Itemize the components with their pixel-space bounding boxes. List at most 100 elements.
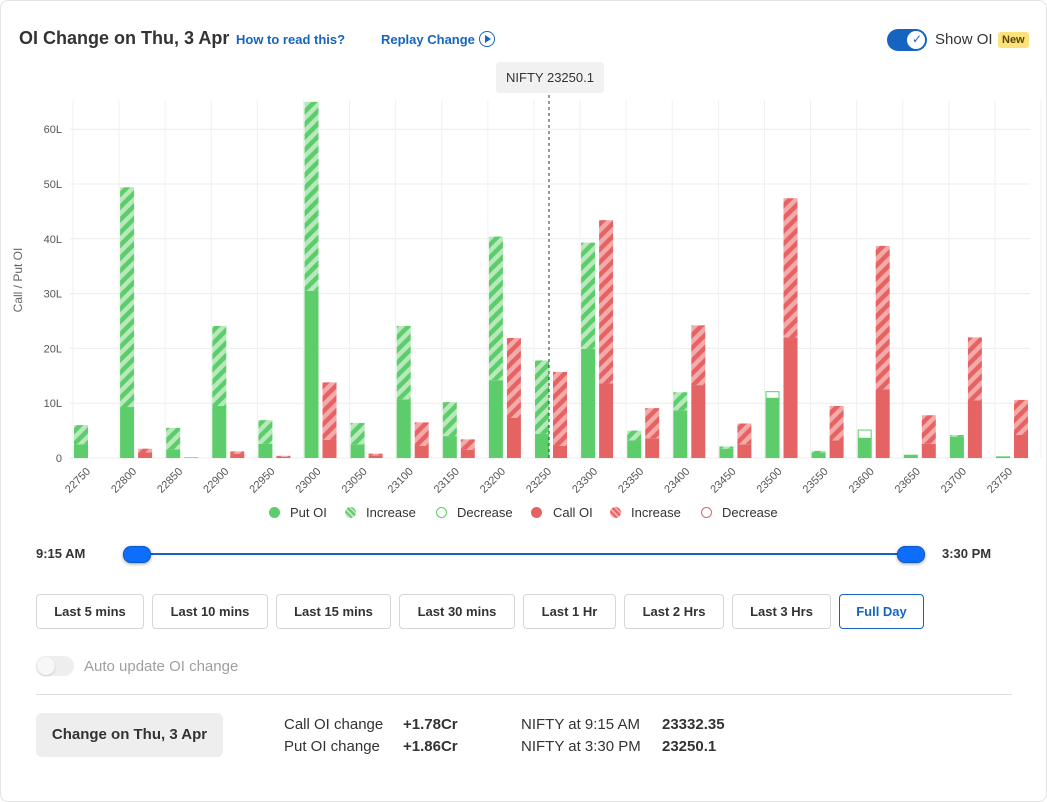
time-range-buttons: Last 5 mins Last 10 mins Last 15 mins La… (0, 594, 1047, 629)
x-tick-label: 22850 (155, 466, 185, 496)
toggle-knob (907, 31, 925, 49)
new-badge: New (998, 32, 1029, 48)
call-increase-swatch (610, 507, 621, 518)
play-circle-icon[interactable] (479, 31, 495, 47)
slider-end-time: 3:30 PM (942, 546, 992, 561)
put-oi-bar (673, 410, 688, 458)
slider-start-handle[interactable] (123, 546, 151, 563)
call-oi-bar (414, 445, 429, 458)
change-date-button[interactable]: Change on Thu, 3 Apr (36, 713, 223, 757)
x-tick-label: 23550 (801, 466, 831, 496)
toggle-knob (37, 657, 55, 675)
put-oi-bar (258, 443, 273, 458)
put-increase-bar (719, 446, 734, 449)
oi-bar-chart: 0 10L 20L 30L 40L 50L 60L Call / Put OI 22750 228… (11, 95, 1042, 496)
spot-price-label: NIFTY 23250.1 (496, 62, 604, 93)
call-increase-bar (553, 371, 567, 446)
x-tick-label: 23650 (893, 466, 923, 496)
put-increase-bar (74, 425, 88, 445)
call-oi-bar (737, 444, 752, 458)
time-range-track[interactable] (137, 553, 911, 555)
call-oi-bar (645, 438, 660, 458)
put-increase-bar (535, 360, 549, 434)
y-axis-label: Call / Put OI (11, 248, 25, 313)
legend-put-oi: Put OI (290, 505, 327, 520)
put-increase-bar (811, 450, 826, 453)
call-oi-bar (1014, 434, 1028, 458)
chart-legend: Put OI Increase Decrease Call OI Increas… (0, 505, 1047, 523)
put-increase-bar (166, 427, 181, 450)
x-tick-label: 23300 (570, 466, 600, 496)
slider-end-handle[interactable] (897, 546, 925, 563)
put-increase-bar (627, 430, 642, 441)
y-tick-label: 20L (44, 343, 62, 355)
x-tick-label: 23700 (939, 466, 969, 496)
put-oi-bar (74, 444, 88, 458)
call-increase-bar (875, 245, 890, 390)
call-increase-bar (460, 439, 475, 450)
put-oi-bar (581, 348, 596, 458)
x-tick-label: 23750 (985, 466, 1015, 496)
call-increase-bar (967, 337, 982, 401)
call-decrease-swatch (701, 507, 712, 518)
x-tick-label: 22800 (109, 466, 139, 496)
nifty-close-value: 23250.1 (662, 738, 717, 755)
put-increase-bar (258, 420, 273, 444)
last-1-hr-button[interactable]: Last 1 Hr (523, 594, 616, 629)
x-tick-label: 23350 (616, 466, 646, 496)
call-oi-bar (230, 453, 245, 458)
call-increase-bar (138, 448, 153, 453)
call-increase-bar (783, 198, 798, 338)
check-icon: ✓ (911, 32, 922, 46)
put-increase-bar (581, 242, 596, 349)
put-oi-bar (304, 290, 319, 458)
x-tick-label: 23050 (340, 466, 370, 496)
last-15-mins-button[interactable]: Last 15 mins (276, 594, 391, 629)
show-oi-toggle[interactable]: ✓ (887, 29, 927, 51)
last-5-mins-button[interactable]: Last 5 mins (36, 594, 144, 629)
put-increase-bar (304, 101, 319, 291)
y-tick-label: 50L (44, 179, 62, 191)
call-increase-bar (230, 451, 245, 454)
call-oi-bar (276, 456, 291, 458)
put-oi-bar (996, 456, 1010, 458)
call-oi-bar (921, 443, 936, 458)
put-oi-bar (719, 448, 734, 458)
put-increase-bar (120, 187, 135, 408)
full-day-button[interactable]: Full Day (839, 594, 924, 629)
call-oi-swatch (531, 507, 542, 518)
last-2-hrs-button[interactable]: Last 2 Hrs (624, 594, 724, 629)
call-increase-bar (599, 220, 614, 384)
put-oi-change-label: Put OI change (284, 738, 380, 755)
x-tick-label: 23150 (432, 466, 462, 496)
call-increase-bar (322, 382, 337, 440)
legend-call-decrease: Decrease (722, 505, 778, 520)
call-oi-change-label: Call OI change (284, 716, 384, 733)
put-decrease-bar (857, 429, 872, 439)
last-10-mins-button[interactable]: Last 10 mins (152, 594, 268, 629)
nifty-open-value: 23332.35 (662, 716, 725, 733)
x-tick-label: 22950 (247, 466, 277, 496)
y-tick-label: 0 (56, 453, 62, 465)
put-decrease-bar (765, 391, 780, 399)
call-oi-bar (829, 440, 844, 458)
call-increase-bar (691, 325, 706, 386)
x-tick-label: 22750 (63, 466, 93, 496)
put-decrease-swatch (436, 507, 447, 518)
auto-update-toggle[interactable] (36, 656, 74, 676)
show-oi-label: Show OI (935, 31, 993, 48)
how-to-read-link[interactable]: How to read this? (236, 32, 346, 47)
put-oi-bar (212, 405, 227, 458)
put-oi-bar (857, 438, 872, 458)
last-3-hrs-button[interactable]: Last 3 Hrs (732, 594, 831, 629)
auto-update-label: Auto update OI change (84, 658, 239, 675)
put-oi-bar (903, 454, 918, 458)
call-oi-bar (875, 389, 890, 458)
x-tick-label: 23100 (386, 466, 416, 496)
last-30-mins-button[interactable]: Last 30 mins (399, 594, 515, 629)
y-tick-label: 40L (44, 234, 62, 246)
replay-change-link[interactable]: Replay Change (381, 32, 475, 47)
call-oi-bar (460, 449, 475, 458)
call-oi-bar (184, 457, 199, 458)
